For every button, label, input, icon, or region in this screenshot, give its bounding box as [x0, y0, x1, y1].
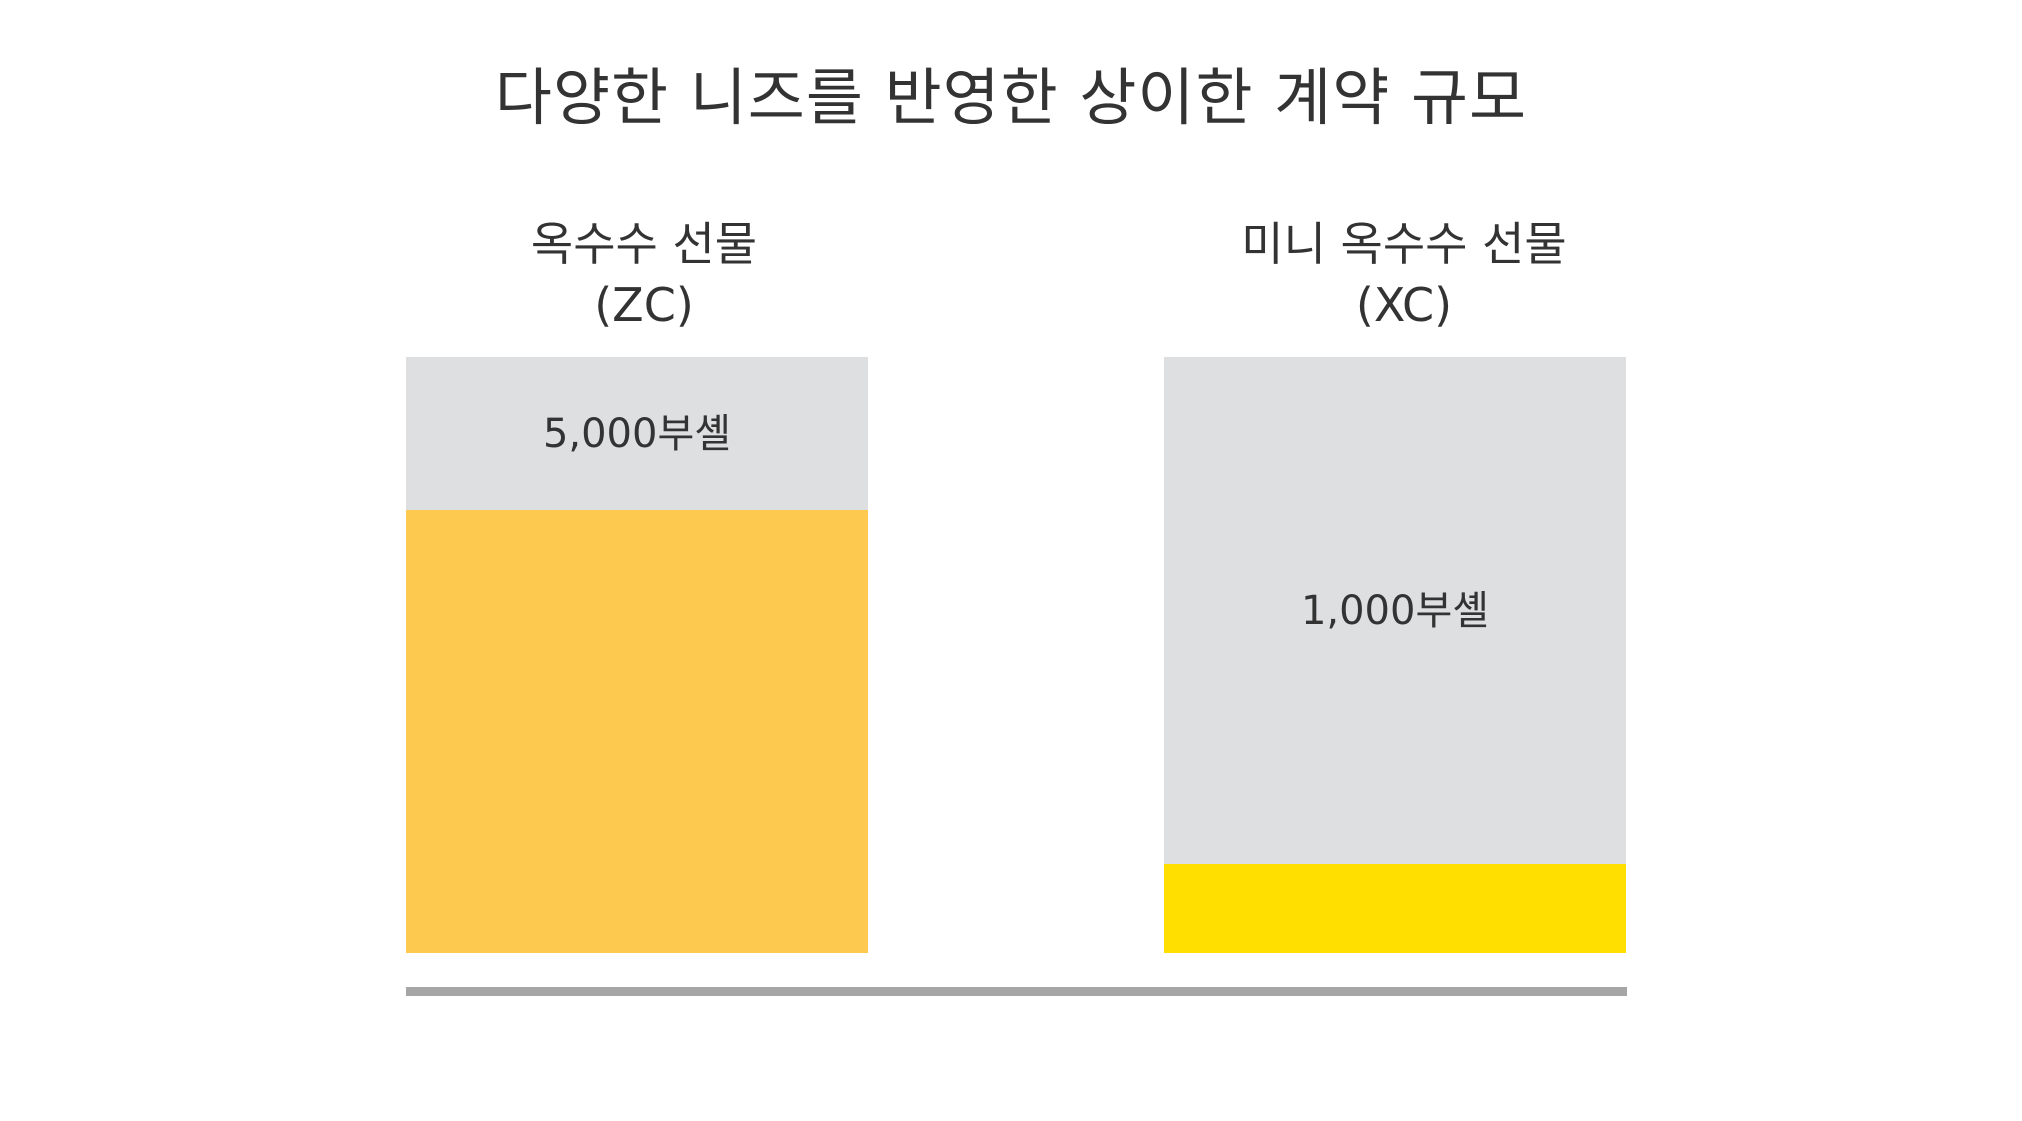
bar-zc — [406, 510, 868, 953]
chart-baseline — [406, 987, 1627, 996]
data-label-xc: 1,000부셸 — [1300, 588, 1490, 634]
bar-panel-xc: 1,000부셸 — [1164, 357, 1626, 953]
bar-panel-zc: 5,000부셸 — [406, 357, 868, 953]
chart-title: 다양한 니즈를 반영한 상이한 계약 규모 — [494, 61, 1528, 134]
category-label-xc-name: 미니 옥수수 선물 — [1241, 217, 1567, 271]
bar-xc — [1164, 864, 1626, 953]
category-label-xc: 미니 옥수수 선물 (XC) — [1144, 214, 1664, 336]
category-label-zc-name: 옥수수 선물 — [530, 217, 758, 271]
category-label-zc-code: (ZC) — [594, 278, 694, 332]
category-label-xc-code: (XC) — [1355, 278, 1453, 332]
data-label-zc: 5,000부셸 — [542, 411, 732, 457]
category-label-zc: 옥수수 선물 (ZC) — [384, 214, 904, 336]
